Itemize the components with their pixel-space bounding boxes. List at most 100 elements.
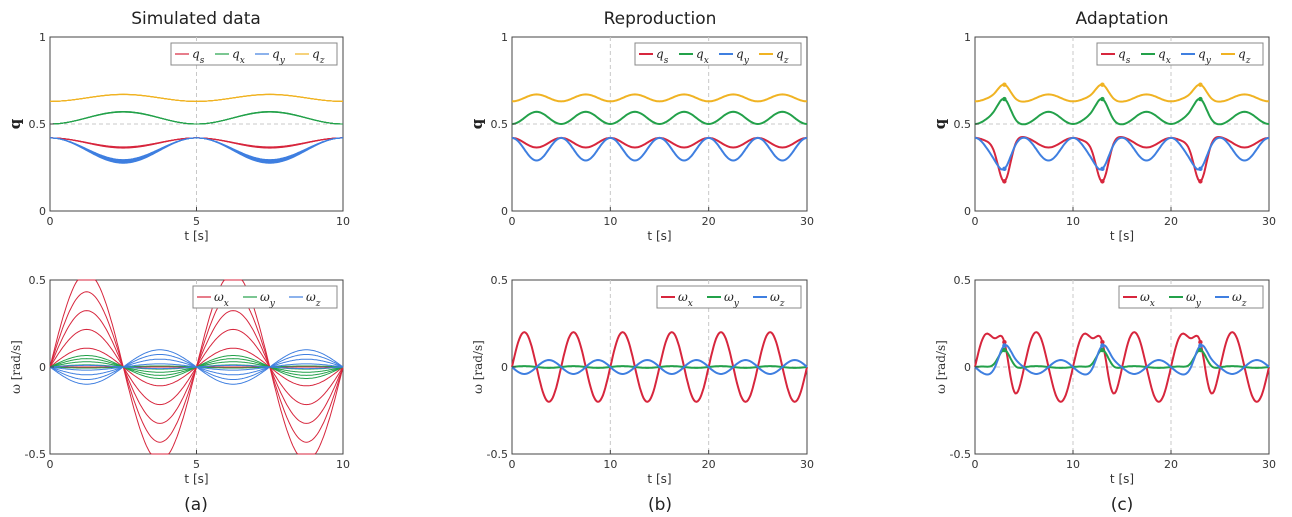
- x-tick-label: 0: [972, 458, 979, 471]
- x-tick-label: 0: [972, 215, 979, 228]
- y-tick-label: 0: [39, 361, 46, 374]
- x-axis-label: t [s]: [184, 472, 208, 486]
- legend-box: [170, 42, 338, 66]
- x-tick-label: 20: [702, 458, 716, 471]
- y-tick-label: -0.5: [950, 448, 971, 461]
- column-title-a: Simulated data: [131, 9, 261, 29]
- column-title-c: Adaptation: [1076, 9, 1169, 29]
- series-line-ω-z: [511, 358, 808, 376]
- y-tick-label: 0.5: [29, 274, 47, 287]
- y-tick-label: 0: [964, 205, 971, 218]
- adaptation-marker: [1002, 343, 1007, 348]
- legend-box: [1118, 285, 1264, 309]
- adaptation-marker: [1198, 82, 1203, 87]
- x-tick-label: 30: [800, 215, 814, 228]
- x-tick-label: 20: [702, 215, 716, 228]
- legend-box: [192, 285, 338, 309]
- series-line-q-z: [511, 93, 808, 103]
- y-tick-label: 0.5: [491, 274, 509, 287]
- adaptation-marker: [1198, 343, 1203, 348]
- adaptation-marker: [1198, 166, 1203, 172]
- x-tick-label: 10: [603, 458, 617, 471]
- column-title-b: Reproduction: [604, 9, 717, 29]
- adaptation-marker: [1002, 340, 1007, 345]
- adaptation-marker: [1002, 82, 1007, 87]
- x-tick-label: 5: [193, 458, 200, 471]
- x-tick-label: 5: [193, 215, 200, 228]
- y-tick-label: 1: [964, 31, 971, 44]
- chart-b-top: 0 10 20 30 0 0.5 1 t [s] q qs qx qy qz: [468, 31, 814, 243]
- legend: ωx ωy ωz: [192, 285, 338, 309]
- adaptation-marker: [1198, 96, 1203, 102]
- x-tick-label: 0: [509, 458, 516, 471]
- y-tick-label: 0.5: [29, 118, 47, 131]
- y-tick-label: 0: [39, 205, 46, 218]
- x-axis-label: t [s]: [184, 229, 208, 243]
- x-tick-label: 30: [1262, 458, 1276, 471]
- series-line-q-x: [511, 110, 808, 126]
- series-line-q-z: [974, 83, 1270, 103]
- chart-c-bottom: 0 10 20 30-0.500.5t [s]ω [rad/s]ωx ωy ωz: [934, 274, 1276, 486]
- caption-c: (c): [1111, 495, 1134, 515]
- adaptation-marker: [1002, 166, 1007, 172]
- y-axis-label: ω [rad/s]: [934, 340, 948, 394]
- caption-b: (b): [648, 495, 672, 515]
- series-line-q-x: [974, 97, 1270, 126]
- legend: ωx ωy ωz: [1118, 285, 1264, 309]
- y-axis-label: ω [rad/s]: [471, 340, 485, 394]
- adaptation-marker: [1100, 82, 1105, 87]
- chart-a-top: 0 5 10 0 0.5 1 t [s] q qs qx qy qz: [6, 31, 350, 243]
- legend-box: [656, 285, 802, 309]
- x-axis-label: t [s]: [647, 229, 671, 243]
- adaptation-marker: [1100, 340, 1105, 345]
- x-axis-label: t [s]: [647, 472, 671, 486]
- legend-box: [634, 42, 802, 66]
- adaptation-marker: [1100, 96, 1105, 102]
- x-tick-label: 30: [1262, 215, 1276, 228]
- y-tick-label: -0.5: [487, 448, 508, 461]
- series-line-q-y: [511, 136, 808, 162]
- chart-a-bottom: 0 5 10-0.500.5t [s]ω [rad/s]ωx ωy ωz: [9, 274, 350, 486]
- y-tick-label: 0.5: [491, 118, 509, 131]
- x-axis-label: t [s]: [1110, 229, 1134, 243]
- adaptation-marker: [1100, 347, 1105, 353]
- y-axis-label: q: [931, 118, 949, 129]
- adaptation-marker: [1002, 179, 1007, 184]
- y-axis-label: ω [rad/s]: [9, 340, 23, 394]
- x-tick-label: 10: [603, 215, 617, 228]
- legend: qs qx qy qz: [170, 42, 338, 66]
- series-line-q-s: [975, 135, 1270, 183]
- series-line-ω-z: [49, 349, 344, 385]
- x-tick-label: 30: [800, 458, 814, 471]
- legend-box: [1096, 42, 1264, 66]
- adaptation-marker: [1100, 343, 1105, 348]
- series-line-q-y: [974, 136, 1270, 171]
- chart-b-bottom: 0 10 20 30-0.500.5t [s]ω [rad/s]ωx ωy ωz: [471, 274, 814, 486]
- series-line-q-y: [50, 137, 343, 164]
- caption-a: (a): [184, 495, 208, 515]
- x-tick-label: 20: [1164, 215, 1178, 228]
- chart-c-top: 0 10 20 30 0 0.5 1 t [s] q qs qx qy qz: [931, 31, 1276, 243]
- adaptation-marker: [1002, 347, 1007, 353]
- y-tick-label: 0.5: [954, 274, 972, 287]
- x-axis-label: t [s]: [1110, 472, 1134, 486]
- series-line-q-x: [50, 111, 343, 125]
- x-tick-label: 0: [509, 215, 516, 228]
- x-tick-label: 20: [1164, 458, 1178, 471]
- y-tick-label: 0.5: [954, 118, 972, 131]
- x-tick-label: 10: [1066, 458, 1080, 471]
- adaptation-marker: [1198, 179, 1203, 184]
- y-tick-label: 0: [964, 361, 971, 374]
- adaptation-marker: [1002, 96, 1007, 102]
- y-tick-label: 1: [39, 31, 46, 44]
- x-tick-label: 0: [47, 215, 54, 228]
- legend: ωx ωy ωz: [656, 285, 802, 309]
- x-tick-label: 10: [336, 215, 350, 228]
- adaptation-marker: [1198, 347, 1203, 353]
- y-tick-label: -0.5: [25, 448, 46, 461]
- y-axis-label: q: [468, 118, 486, 129]
- y-tick-label: 1: [501, 31, 508, 44]
- y-axis-label: q: [6, 118, 24, 129]
- legend: qs qx qy qz: [1096, 42, 1264, 66]
